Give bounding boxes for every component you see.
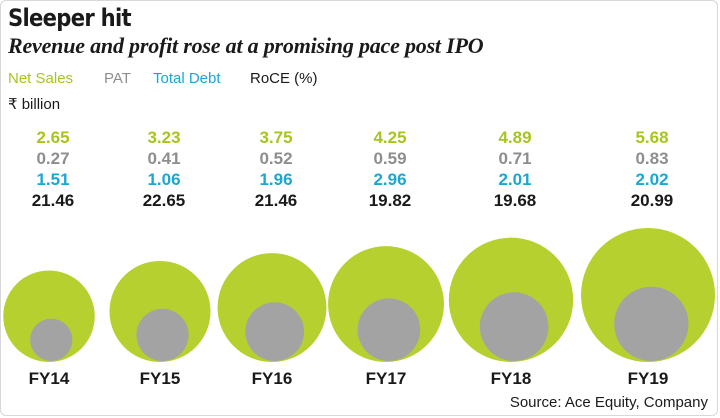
- value-net-sales: 2.65: [36, 128, 70, 147]
- value-total-debt: 1.96: [259, 170, 293, 189]
- value-column: 3.75 0.52 1.96 21.46: [231, 127, 321, 211]
- pat-bubble: [357, 298, 421, 362]
- category-label: FY19: [627, 369, 669, 388]
- pat-bubble: [136, 308, 189, 362]
- value-pat: 0.71: [498, 149, 532, 168]
- value-total-debt: 2.02: [635, 170, 669, 189]
- category-label: FY14: [28, 369, 70, 388]
- value-roce: 19.68: [493, 191, 537, 210]
- value-net-sales: 3.23: [147, 128, 181, 147]
- value-roce: 21.46: [31, 191, 75, 210]
- value-roce: 22.65: [142, 191, 186, 210]
- value-net-sales: 3.75: [259, 128, 293, 147]
- value-pat: 0.59: [373, 149, 407, 168]
- value-roce: 20.99: [630, 191, 674, 210]
- source-note: Source: Ace Equity, Company: [509, 394, 708, 411]
- chart-title: Sleeper hit: [8, 4, 132, 32]
- category-label: FY15: [139, 369, 181, 388]
- value-net-sales: 5.68: [635, 128, 669, 147]
- value-column: 4.89 0.71 2.01 19.68: [470, 127, 560, 211]
- value-net-sales: 4.25: [373, 128, 407, 147]
- category-label: FY18: [490, 369, 532, 388]
- pat-bubble: [245, 302, 305, 362]
- value-column: 3.23 0.41 1.06 22.65: [119, 127, 209, 211]
- category-label: FY17: [365, 369, 407, 388]
- value-column: 4.25 0.59 2.96 19.82: [345, 127, 435, 211]
- value-pat: 0.83: [635, 149, 669, 168]
- value-pat: 0.27: [36, 149, 70, 168]
- value-pat: 0.52: [259, 149, 293, 168]
- chart-subtitle: Revenue and profit rose at a promising p…: [8, 33, 484, 58]
- value-total-debt: 1.51: [36, 170, 70, 189]
- value-column: 5.68 0.83 2.02 20.99: [607, 127, 697, 211]
- unit-label: ₹ billion: [8, 96, 61, 113]
- value-net-sales: 4.89: [498, 128, 532, 147]
- value-column: 2.65 0.27 1.51 21.46: [8, 127, 98, 211]
- pat-bubble: [479, 292, 549, 361]
- value-pat: 0.41: [147, 149, 181, 168]
- value-roce: 19.82: [368, 191, 412, 210]
- pat-bubble: [30, 318, 73, 362]
- legend-roce: RoCE (%): [250, 70, 318, 87]
- value-total-debt: 1.06: [147, 170, 181, 189]
- legend-net-sales: Net Sales: [8, 70, 74, 87]
- pat-bubble: [614, 286, 689, 361]
- legend-total-debt: Total Debt: [153, 70, 221, 87]
- value-total-debt: 2.96: [373, 170, 407, 189]
- value-roce: 21.46: [254, 191, 298, 210]
- value-total-debt: 2.01: [498, 170, 532, 189]
- legend-pat: PAT: [104, 70, 131, 87]
- category-label: FY16: [251, 369, 293, 388]
